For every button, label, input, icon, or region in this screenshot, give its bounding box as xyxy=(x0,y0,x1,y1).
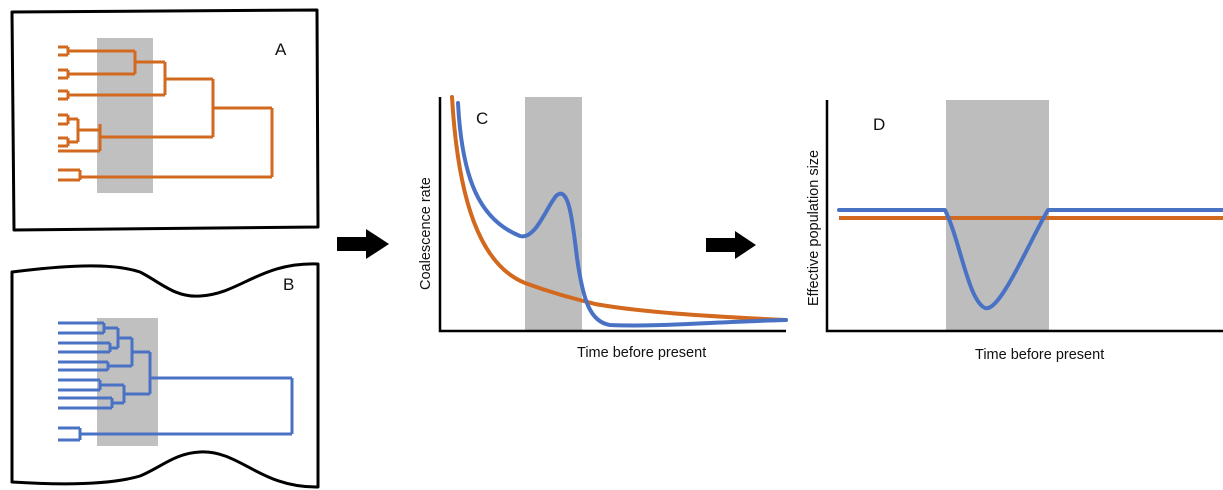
panel-c-letter: C xyxy=(476,109,488,128)
panel-d: D Time before present Effective populati… xyxy=(806,100,1223,363)
panel-d-axes xyxy=(825,100,1223,333)
panel-a-shaded-interval xyxy=(97,38,153,193)
tree-branch xyxy=(58,378,124,392)
panel-b-frame xyxy=(10,262,320,489)
panel-d-xlabel: Time before present xyxy=(975,347,1104,363)
panel-c: C Time before present Coalescence rate xyxy=(418,95,788,361)
arrow-right-2 xyxy=(706,231,756,259)
panel-c-xlabel: Time before present xyxy=(577,345,706,361)
tree-branch xyxy=(58,51,165,80)
tree-branch xyxy=(58,338,150,372)
panel-a-tree xyxy=(58,45,274,182)
panel-a: A xyxy=(10,8,320,232)
tree-branch xyxy=(58,45,135,57)
panel-a-frame xyxy=(10,8,320,232)
panel-d-shaded-interval xyxy=(946,100,1049,331)
panel-d-blue-line xyxy=(837,208,1223,311)
panel-a-letter: A xyxy=(275,40,287,59)
panel-b: B xyxy=(10,262,320,489)
tree-branch xyxy=(58,119,100,148)
tree-branch xyxy=(58,62,213,101)
panel-d-ylabel: Effective population size xyxy=(806,150,822,306)
panel-c-shaded-interval xyxy=(525,97,582,330)
arrow-right-1 xyxy=(337,229,389,259)
tree-branch xyxy=(58,352,292,410)
panel-c-ylabel: Coalescence rate xyxy=(418,177,434,290)
tree-branch xyxy=(58,113,78,126)
panel-c-blue-curve xyxy=(456,101,788,328)
tree-branch xyxy=(58,321,118,335)
panel-b-letter: B xyxy=(283,275,294,294)
panel-c-orange-curve xyxy=(450,95,788,322)
panel-b-tree xyxy=(58,321,294,442)
panel-d-letter: D xyxy=(873,115,885,134)
tree-branch xyxy=(58,378,294,442)
tree-branch xyxy=(58,79,272,153)
tree-branch xyxy=(58,328,132,354)
tree-branch xyxy=(58,108,274,182)
panel-c-axes xyxy=(438,97,786,333)
